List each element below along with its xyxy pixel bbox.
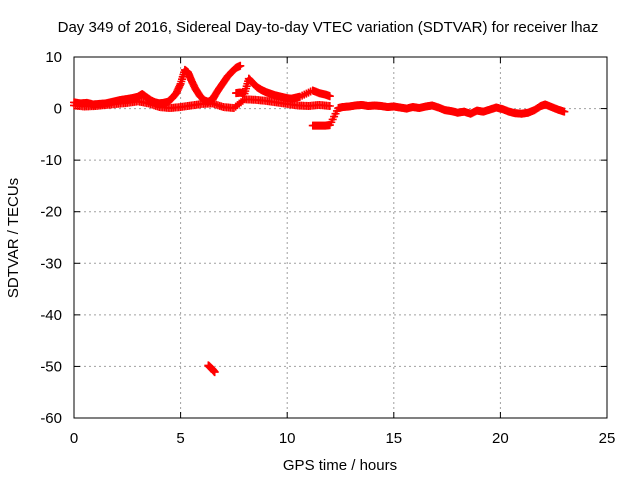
series-main-band (70, 61, 569, 130)
plot-frame (73, 56, 608, 419)
y-tick-label: -50 (40, 358, 62, 375)
data-point (325, 92, 334, 101)
chart-title: Day 349 of 2016, Sidereal Day-to-day VTE… (58, 19, 599, 36)
y-tick-label: -20 (40, 204, 62, 221)
x-tick-label: 5 (176, 430, 184, 447)
data-points (70, 61, 569, 377)
data-point (236, 61, 245, 70)
x-tick-label: 15 (385, 430, 402, 447)
y-tick-label: 0 (54, 101, 62, 118)
y-tick-label: -10 (40, 152, 62, 169)
data-point (238, 96, 247, 105)
y-axis-label: SDTVAR / TECUs (5, 178, 22, 298)
x-tick-label: 10 (279, 430, 296, 447)
x-tick-label: 20 (492, 430, 509, 447)
x-tick-label: 0 (70, 430, 78, 447)
series-lower-band (70, 95, 334, 113)
y-tick-label: -40 (40, 307, 62, 324)
y-tick-label: -30 (40, 255, 62, 272)
y-tick-label: -60 (40, 410, 62, 427)
x-axis-label: GPS time / hours (283, 457, 397, 474)
data-point (210, 368, 219, 377)
y-tick-label: 10 (45, 49, 62, 66)
series-outlier (204, 361, 219, 377)
data-point (325, 101, 334, 110)
data-point (560, 107, 569, 116)
x-tick-label: 25 (599, 430, 616, 447)
